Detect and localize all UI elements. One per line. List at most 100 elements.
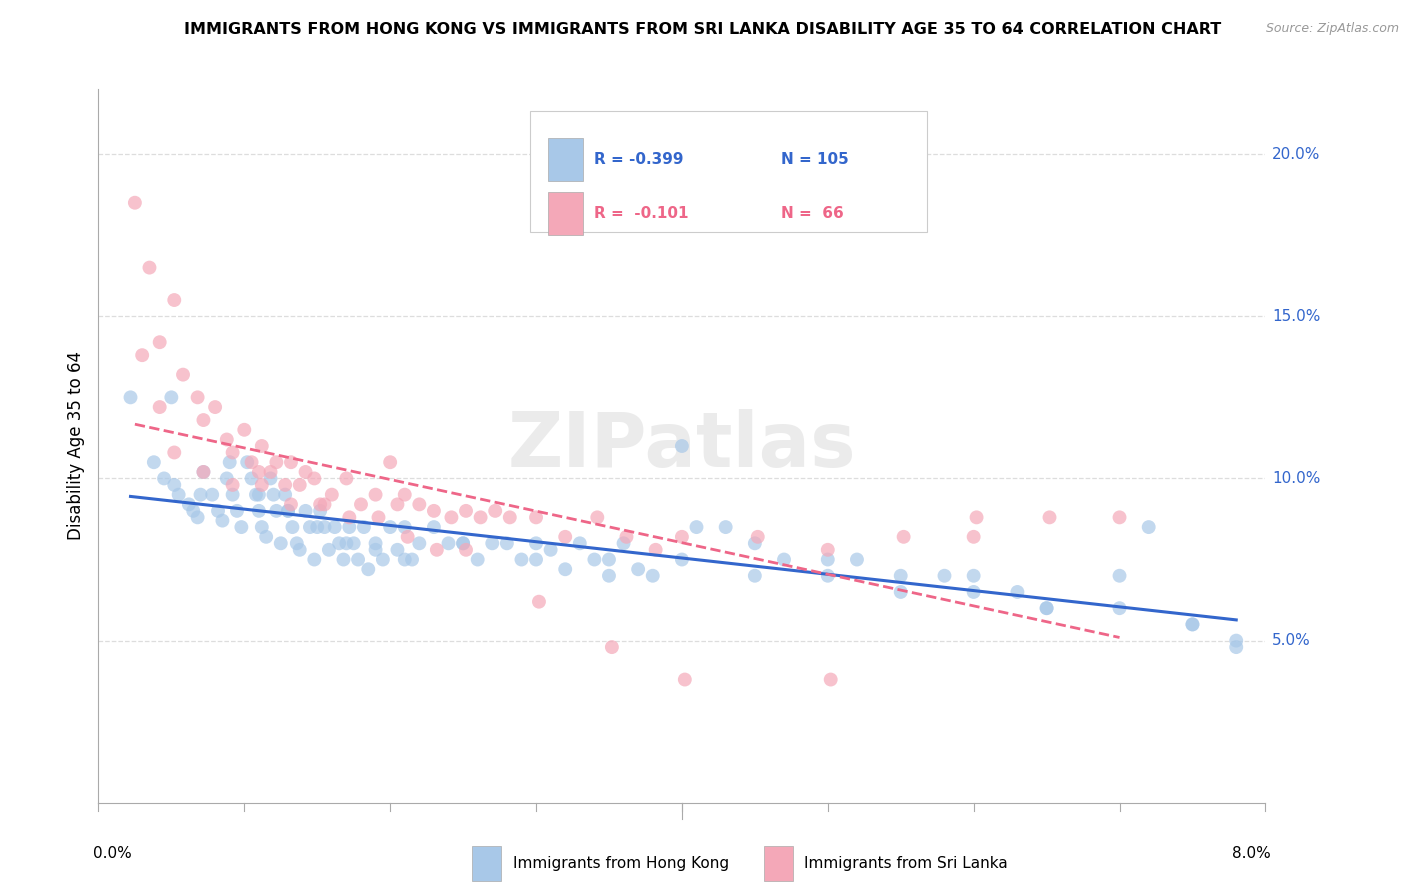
Point [201, 488, 224, 502]
Point [190, 488, 212, 502]
Point [387, 542, 409, 557]
Point [274, 488, 297, 502]
Point [193, 413, 215, 427]
Point [437, 536, 460, 550]
Point [744, 536, 766, 550]
Point [524, 536, 547, 550]
Point [304, 471, 326, 485]
Point [966, 510, 988, 524]
Point [364, 488, 387, 502]
Point [1137, 520, 1160, 534]
Point [247, 488, 270, 502]
Bar [472, 846, 501, 881]
Point [744, 568, 766, 582]
Text: 8.0%: 8.0% [1233, 846, 1271, 861]
Text: Immigrants from Sri Lanka: Immigrants from Sri Lanka [804, 856, 1008, 871]
Point [343, 536, 366, 550]
Point [204, 400, 226, 414]
Text: 15.0%: 15.0% [1272, 309, 1320, 324]
Point [211, 514, 233, 528]
Point [586, 510, 609, 524]
Point [962, 568, 984, 582]
Point [378, 520, 402, 534]
Point [304, 552, 326, 566]
Point [167, 488, 190, 502]
Point [644, 542, 666, 557]
Point [323, 520, 346, 534]
Point [254, 530, 277, 544]
Point [817, 542, 839, 557]
Point [364, 536, 387, 550]
Point [193, 465, 215, 479]
Point [1108, 510, 1130, 524]
Point [510, 552, 533, 566]
Point [524, 552, 547, 566]
Point [309, 497, 332, 511]
Point [280, 455, 302, 469]
Point [131, 348, 153, 362]
Point [540, 542, 562, 557]
Point [277, 504, 299, 518]
Point [221, 445, 243, 459]
Point [270, 536, 292, 550]
Point [714, 520, 737, 534]
Point [451, 536, 474, 550]
Point [367, 510, 389, 524]
Point [612, 536, 634, 550]
Bar [548, 193, 582, 235]
Point [221, 488, 243, 502]
Point [233, 423, 256, 437]
Point [499, 510, 522, 524]
Point [259, 465, 281, 479]
Point [218, 455, 240, 469]
Text: N = 105: N = 105 [782, 152, 849, 167]
Point [554, 562, 576, 576]
Point [890, 585, 912, 599]
Point [371, 552, 394, 566]
Point [335, 471, 357, 485]
Point [250, 478, 273, 492]
Point [288, 542, 311, 557]
Point [893, 530, 915, 544]
Point [423, 504, 446, 518]
Point [401, 552, 423, 566]
Point [347, 552, 370, 566]
Point [747, 530, 769, 544]
Point [773, 552, 796, 566]
Point [962, 530, 984, 544]
Text: N =  66: N = 66 [782, 206, 844, 221]
Point [387, 497, 409, 511]
Point [440, 510, 463, 524]
Point [685, 520, 707, 534]
Point [408, 536, 430, 550]
Point [215, 433, 238, 447]
Point [527, 595, 550, 609]
Point [285, 536, 308, 550]
Point [1108, 568, 1130, 582]
Point [240, 455, 263, 469]
Text: Immigrants from Hong Kong: Immigrants from Hong Kong [513, 856, 728, 871]
Point [1108, 601, 1130, 615]
Point [318, 542, 340, 557]
Point [616, 530, 638, 544]
Y-axis label: Disability Age 35 to 64: Disability Age 35 to 64 [66, 351, 84, 541]
FancyBboxPatch shape [530, 111, 927, 232]
Point [181, 504, 204, 518]
Point [138, 260, 160, 275]
Point [673, 673, 696, 687]
Text: ZIPatlas: ZIPatlas [508, 409, 856, 483]
Point [307, 520, 329, 534]
Point [280, 497, 302, 511]
Point [598, 552, 620, 566]
Point [583, 552, 606, 566]
Point [454, 504, 477, 518]
Text: 0.0%: 0.0% [93, 846, 131, 861]
Point [149, 400, 172, 414]
Point [467, 552, 489, 566]
Point [149, 335, 172, 350]
Point [215, 471, 238, 485]
Point [226, 504, 249, 518]
Point [221, 478, 243, 492]
Point [163, 478, 186, 492]
Point [820, 673, 842, 687]
